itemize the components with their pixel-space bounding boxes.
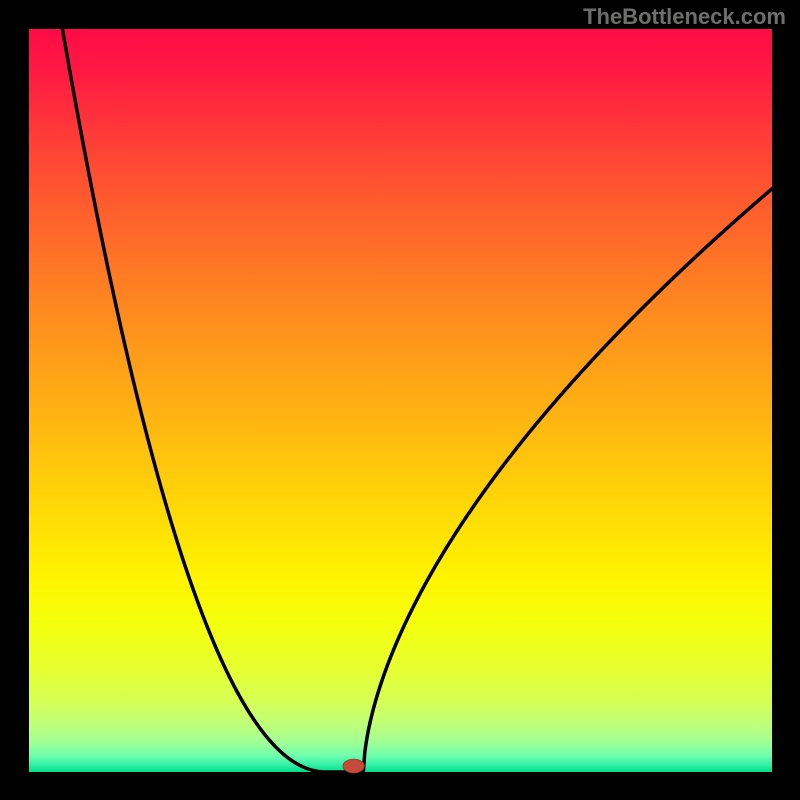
bottleneck-chart: TheBottleneck.com — [0, 0, 800, 800]
plot-background — [29, 29, 772, 772]
watermark-text: TheBottleneck.com — [583, 4, 786, 29]
optimal-marker — [343, 759, 365, 773]
